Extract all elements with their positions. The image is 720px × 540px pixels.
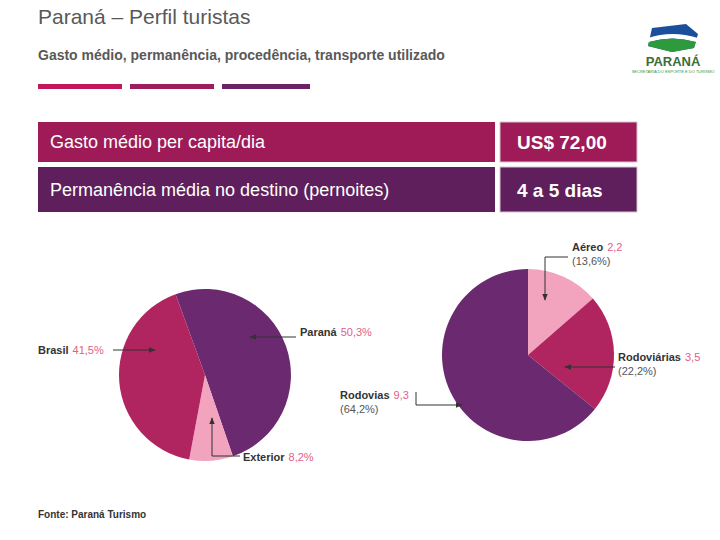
data-label: Rodoviárias 3,5 (22,2%) [565, 351, 700, 377]
logo: PARANÁSECRETARIA DO ESPORTE E DO TURISMO [632, 24, 715, 74]
logo-subtitle: SECRETARIA DO ESPORTE E DO TURISMO [632, 69, 715, 74]
logo-shape [648, 24, 698, 52]
label-name: Rodoviárias [618, 351, 681, 363]
slide: Paraná – Perfil turistas Gasto médio, per… [0, 0, 720, 540]
label-name: Exterior [243, 451, 285, 463]
subtitle: Gasto médio, permanência, procedência, t… [38, 47, 445, 63]
table-cell [38, 167, 495, 212]
label-count: 9,3 [394, 389, 409, 401]
label-percent: (64,2%) [340, 403, 379, 415]
leader-line [565, 367, 615, 368]
label-text: Brasil 41,5% [38, 344, 104, 356]
leader-line [212, 418, 240, 456]
slices [119, 289, 291, 461]
label-text: Aéreo 2,2 [572, 241, 622, 253]
leader-line [250, 337, 296, 338]
pie-slice [442, 269, 595, 441]
data-label: Paraná50,3% [250, 326, 372, 338]
leader-line [416, 392, 462, 405]
table-row: Gasto médio per capita/dia US$ 72,00 [38, 122, 637, 162]
label-percent: (22,2%) [618, 365, 657, 377]
pie-slice [119, 294, 205, 459]
source: Fonte: Paraná Turismo [38, 509, 146, 520]
label-name: Paraná [300, 326, 338, 338]
header-strip [222, 84, 310, 89]
header-strip [38, 84, 122, 89]
label-text: Rodovias 9,3 [340, 389, 409, 401]
label-percent: (13,6%) [572, 255, 611, 267]
pie-chart: Paraná50,3% Exterior 8,2% Brasil 41,5% [38, 289, 372, 463]
table-cell [500, 122, 637, 162]
label-count: 3,5 [685, 351, 700, 363]
leader-line [113, 350, 155, 351]
data-label: Rodovias 9,3 (64,2%) [340, 389, 462, 415]
table-value: US$ 72,00 [517, 132, 607, 153]
logo-green [648, 39, 696, 53]
leader-line [545, 257, 568, 300]
table-cell [38, 122, 495, 162]
slices [442, 269, 614, 441]
header-strip [130, 84, 214, 89]
label-name: Brasil [38, 344, 69, 356]
label-text: Exterior 8,2% [243, 451, 314, 463]
data-label: Brasil 41,5% [38, 344, 155, 356]
data-label: Exterior 8,2% [212, 418, 314, 463]
table-label: Permanência média no destino (pernoites) [50, 180, 389, 200]
data-label: Aéreo 2,2 (13,6%) [545, 241, 622, 300]
label-name: Aéreo [572, 241, 603, 253]
table-cell [500, 167, 637, 212]
label-text: Paraná50,3% [300, 326, 372, 338]
label-name: Rodovias [340, 389, 390, 401]
label-value: 8,2% [289, 451, 314, 463]
label-text: Rodoviárias 3,5 [618, 351, 700, 363]
label-value: 41,5% [73, 344, 104, 356]
pie-chart: Aéreo2,2(13,6%)Rodoviárias3,5(22,2%)Rodo… [340, 241, 700, 441]
title: Paraná – Perfil turistas [38, 5, 250, 28]
label-count: 2,2 [607, 241, 622, 253]
table-label: Gasto médio per capita/dia [50, 132, 266, 152]
label-value: 50,3% [341, 326, 372, 338]
logo-text: PARANÁ [646, 54, 701, 69]
table-value: 4 a 5 dias [517, 180, 603, 201]
table-row: Permanência média no destino (pernoites)… [38, 167, 637, 212]
